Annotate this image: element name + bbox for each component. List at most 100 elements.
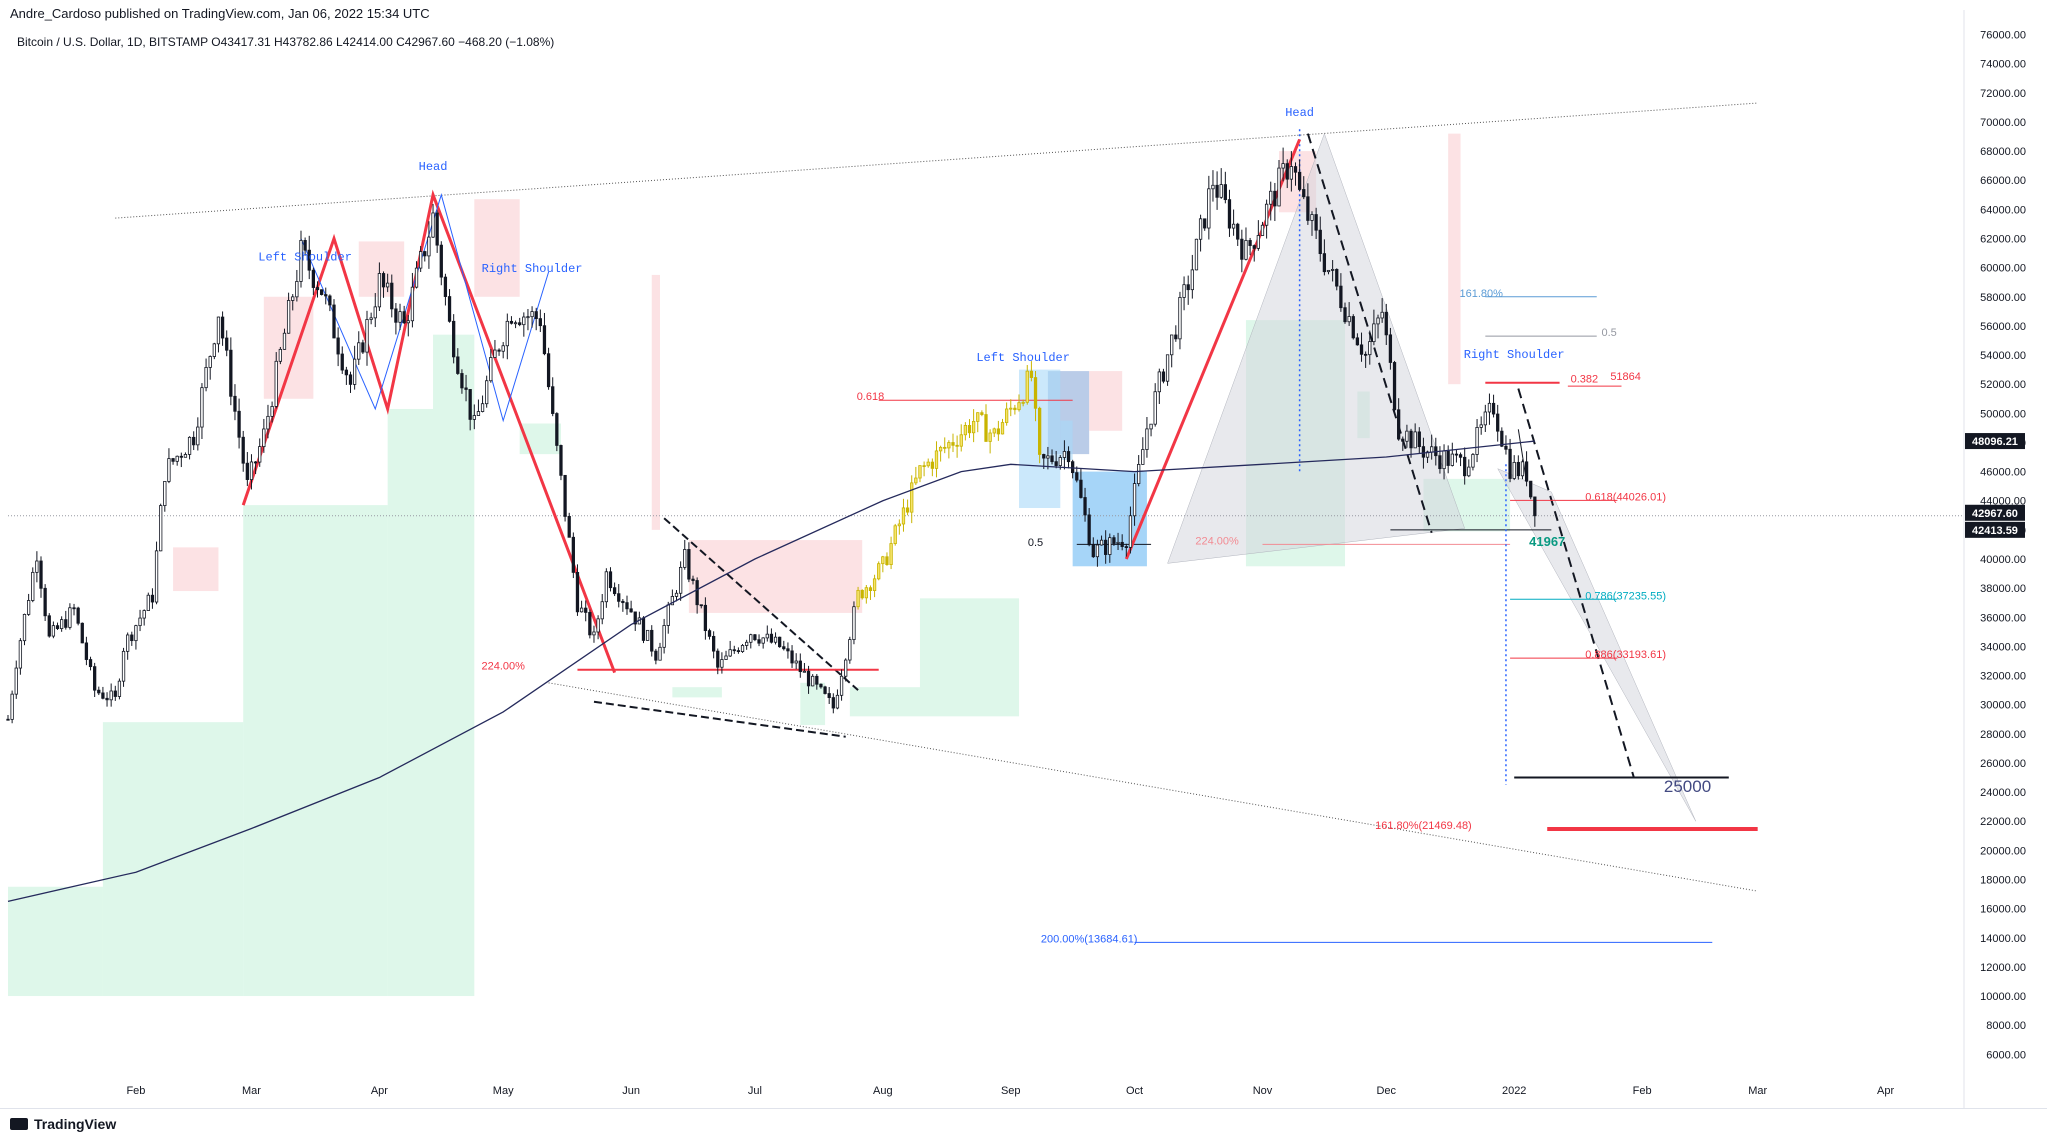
candle-body xyxy=(373,306,377,319)
candle-body xyxy=(720,659,724,668)
candle-body xyxy=(1479,424,1483,428)
candle-body xyxy=(984,414,988,442)
candle-body xyxy=(1529,480,1533,498)
candle-body xyxy=(31,571,35,601)
candle-body xyxy=(253,461,258,464)
candle-body xyxy=(1038,407,1042,455)
candle-body xyxy=(951,442,955,446)
candle-body xyxy=(258,446,262,463)
zone-rect xyxy=(243,505,388,997)
annotation-label: Head xyxy=(419,160,448,174)
candle-body xyxy=(1231,223,1236,229)
candle-body xyxy=(1454,453,1459,456)
candle-body xyxy=(992,428,996,434)
zone-rect xyxy=(672,687,722,698)
candle-body xyxy=(154,550,159,603)
annotation-label: Right Shoulder xyxy=(1464,348,1565,362)
candle-body xyxy=(435,212,439,246)
candle-body xyxy=(22,613,27,642)
y-tick-label: 38000.00 xyxy=(1980,583,2026,595)
candle-body xyxy=(612,587,617,595)
candle-body xyxy=(691,578,695,581)
candle-body xyxy=(712,635,716,652)
y-tick-label: 68000.00 xyxy=(1980,146,2026,158)
candle-body xyxy=(386,282,390,288)
candle-body xyxy=(922,465,926,468)
zone-rect xyxy=(849,687,920,717)
candle-body xyxy=(905,507,910,513)
candle-body xyxy=(575,572,580,613)
candle-body xyxy=(1421,446,1426,458)
y-tick-label: 30000.00 xyxy=(1980,700,2026,712)
candle-body xyxy=(938,446,943,452)
candle-body xyxy=(526,316,530,319)
candle-body xyxy=(1240,238,1244,260)
candle-body xyxy=(1277,167,1281,207)
candle-body xyxy=(806,670,811,687)
candle-body xyxy=(130,634,134,642)
candle-body xyxy=(592,631,596,636)
candle-body xyxy=(518,322,522,326)
candle-body xyxy=(1281,163,1285,169)
candle-body xyxy=(460,373,464,389)
candle-body xyxy=(1516,461,1520,477)
candle-body xyxy=(571,536,575,573)
candle-body xyxy=(468,389,472,420)
zone-rect xyxy=(800,682,826,726)
candle-body xyxy=(1207,188,1211,229)
candle-body xyxy=(1153,391,1157,425)
y-tick-label: 72000.00 xyxy=(1980,88,2026,100)
y-tick-label: 36000.00 xyxy=(1980,612,2026,624)
x-tick-label: 2022 xyxy=(1502,1085,1526,1097)
candle-body xyxy=(76,607,80,624)
candle-body xyxy=(1351,316,1355,339)
candle-body xyxy=(505,320,509,347)
candle-body xyxy=(567,516,571,538)
y-tick-label: 40000.00 xyxy=(1980,554,2026,566)
candle-body xyxy=(546,353,551,388)
candle-body xyxy=(1392,362,1397,411)
candle-body xyxy=(513,322,518,325)
candle-body xyxy=(798,660,802,673)
candle-body xyxy=(163,481,167,506)
candle-body xyxy=(1520,461,1525,477)
x-tick-label: Jun xyxy=(622,1085,640,1097)
candle-body xyxy=(291,296,295,301)
annotation-label: 0.5 xyxy=(1028,537,1043,549)
candle-body xyxy=(431,212,435,238)
candle-body xyxy=(1009,407,1013,410)
candle-body xyxy=(1050,455,1054,463)
candle-body xyxy=(889,543,893,566)
candle-body xyxy=(427,236,431,257)
zone-rect xyxy=(688,540,863,613)
candle-body xyxy=(885,556,889,566)
candle-body xyxy=(963,424,968,436)
y-tick-label: 28000.00 xyxy=(1980,729,2026,741)
candle-body xyxy=(641,617,646,641)
candle-body xyxy=(1269,190,1273,205)
candle-body xyxy=(773,636,778,643)
candle-body xyxy=(229,349,233,397)
candle-body xyxy=(340,353,344,371)
candle-body xyxy=(1211,184,1215,190)
x-tick-label: Mar xyxy=(1748,1085,1767,1097)
candle-body xyxy=(51,625,56,637)
candle-body xyxy=(971,420,976,434)
candle-body xyxy=(295,281,299,298)
x-tick-label: Apr xyxy=(371,1085,388,1097)
candle-body xyxy=(1087,514,1091,546)
annotation-label: Head xyxy=(1285,106,1314,120)
candle-body xyxy=(179,455,183,458)
candle-body xyxy=(687,549,691,580)
candle-body xyxy=(815,675,819,685)
candle-body xyxy=(683,549,687,568)
candle-body xyxy=(1190,269,1194,291)
candle-body xyxy=(113,690,117,697)
candle-body xyxy=(497,349,501,352)
candle-body xyxy=(897,523,901,527)
tradingview-logo[interactable]: TradingView xyxy=(10,1116,116,1132)
candle-body xyxy=(1149,423,1153,430)
candle-body xyxy=(926,461,930,467)
